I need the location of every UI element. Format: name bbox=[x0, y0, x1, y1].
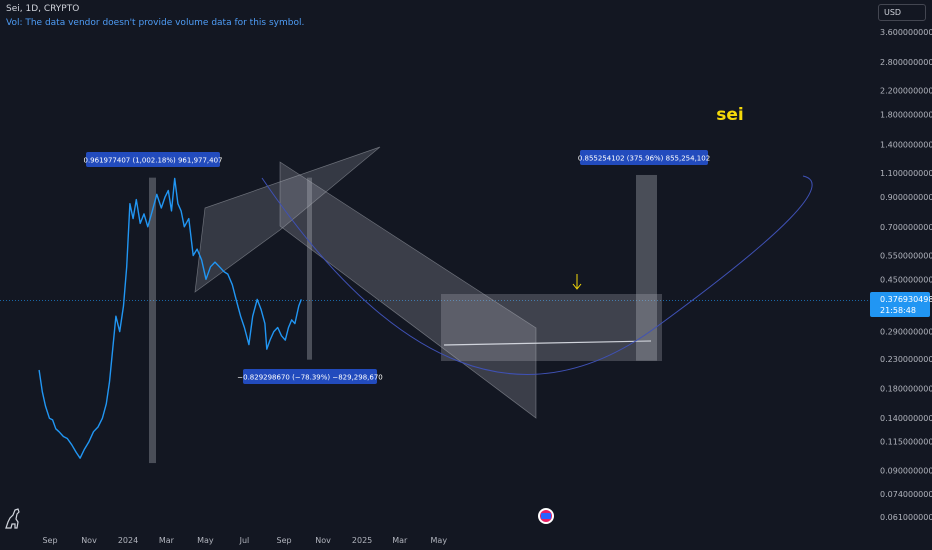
drawing-overlays bbox=[0, 146, 870, 464]
measure-label-2: −0.829298670 (−78.39%) −829,298,670 bbox=[237, 369, 383, 384]
measure-label-2-text: −0.829298670 (−78.39%) −829,298,670 bbox=[237, 374, 383, 382]
y-tick-label: 2.800000000 bbox=[880, 58, 932, 67]
measure-label-3: 0.855254102 (375.96%) 855,254,102 bbox=[578, 150, 710, 165]
dinosaur-icon[interactable] bbox=[5, 508, 20, 529]
time-axis: Sep Nov 2024 Mar May Jul Sep Nov 2025 Mar May bbox=[42, 536, 447, 545]
current-price-label[interactable]: 0.376930498 21:58:48 bbox=[870, 292, 932, 317]
y-tick-label: 0.290000000 bbox=[880, 328, 932, 337]
measure-bar-2 bbox=[307, 177, 312, 360]
y-tick-label: 2.200000000 bbox=[880, 87, 932, 96]
bar-countdown: 21:58:48 bbox=[880, 306, 916, 315]
x-tick-label: Nov bbox=[315, 536, 331, 545]
x-tick-label: May bbox=[431, 536, 448, 545]
arrow-down-icon bbox=[572, 274, 582, 290]
y-tick-label: 0.900000000 bbox=[880, 193, 932, 202]
current-price-value: 0.376930498 bbox=[880, 295, 932, 304]
currency-button[interactable]: USD bbox=[878, 4, 926, 21]
range-support-line bbox=[443, 340, 652, 346]
falling-channel bbox=[279, 161, 537, 419]
measure-label-1-text: 0.961977407 (1,002.18%) 961,977,407 bbox=[83, 157, 222, 165]
price-series-line bbox=[38, 177, 302, 459]
price-axis: 3.600000000 2.800000000 2.200000000 1.80000… bbox=[880, 28, 932, 522]
sei-watermark: sei bbox=[716, 105, 743, 125]
x-tick-label: May bbox=[197, 536, 214, 545]
y-tick-label: 0.550000000 bbox=[880, 251, 932, 260]
volume-note: Vol: The data vendor doesn't provide vol… bbox=[6, 18, 305, 28]
y-tick-label: 0.140000000 bbox=[880, 414, 932, 423]
y-tick-label: 3.600000000 bbox=[880, 28, 932, 37]
alert-icon[interactable] bbox=[538, 508, 554, 524]
y-tick-label: 0.115000000 bbox=[880, 438, 932, 447]
cup-curve bbox=[261, 175, 813, 375]
measure-bar-1 bbox=[149, 177, 156, 464]
y-tick-label: 0.074000000 bbox=[880, 490, 932, 499]
symbol-title: Sei, 1D, CRYPTO bbox=[6, 4, 80, 14]
consolidation-range bbox=[441, 294, 662, 361]
x-tick-label: Sep bbox=[277, 536, 292, 545]
measure-bar-3 bbox=[636, 174, 657, 361]
x-tick-label: Nov bbox=[81, 536, 97, 545]
rising-wedge bbox=[194, 146, 381, 293]
x-tick-label: 2025 bbox=[352, 536, 372, 545]
y-tick-label: 0.090000000 bbox=[880, 467, 932, 476]
x-tick-label: Jul bbox=[239, 536, 250, 545]
y-tick-label: 0.450000000 bbox=[880, 275, 932, 284]
y-tick-label: 0.700000000 bbox=[880, 223, 932, 232]
measure-label-1: 0.961977407 (1,002.18%) 961,977,407 bbox=[83, 152, 223, 167]
y-tick-label: 0.061000000 bbox=[880, 513, 932, 522]
measure-label-3-text: 0.855254102 (375.96%) 855,254,102 bbox=[578, 155, 710, 163]
x-tick-label: Mar bbox=[392, 536, 408, 545]
y-tick-label: 0.230000000 bbox=[880, 355, 932, 364]
y-tick-label: 1.400000000 bbox=[880, 140, 932, 149]
y-tick-label: 1.100000000 bbox=[880, 169, 932, 178]
x-tick-label: Mar bbox=[159, 536, 175, 545]
x-tick-label: Sep bbox=[42, 536, 57, 545]
y-tick-label: 0.180000000 bbox=[880, 384, 932, 393]
x-tick-label: 2024 bbox=[118, 536, 138, 545]
y-tick-label: 1.800000000 bbox=[880, 110, 932, 119]
